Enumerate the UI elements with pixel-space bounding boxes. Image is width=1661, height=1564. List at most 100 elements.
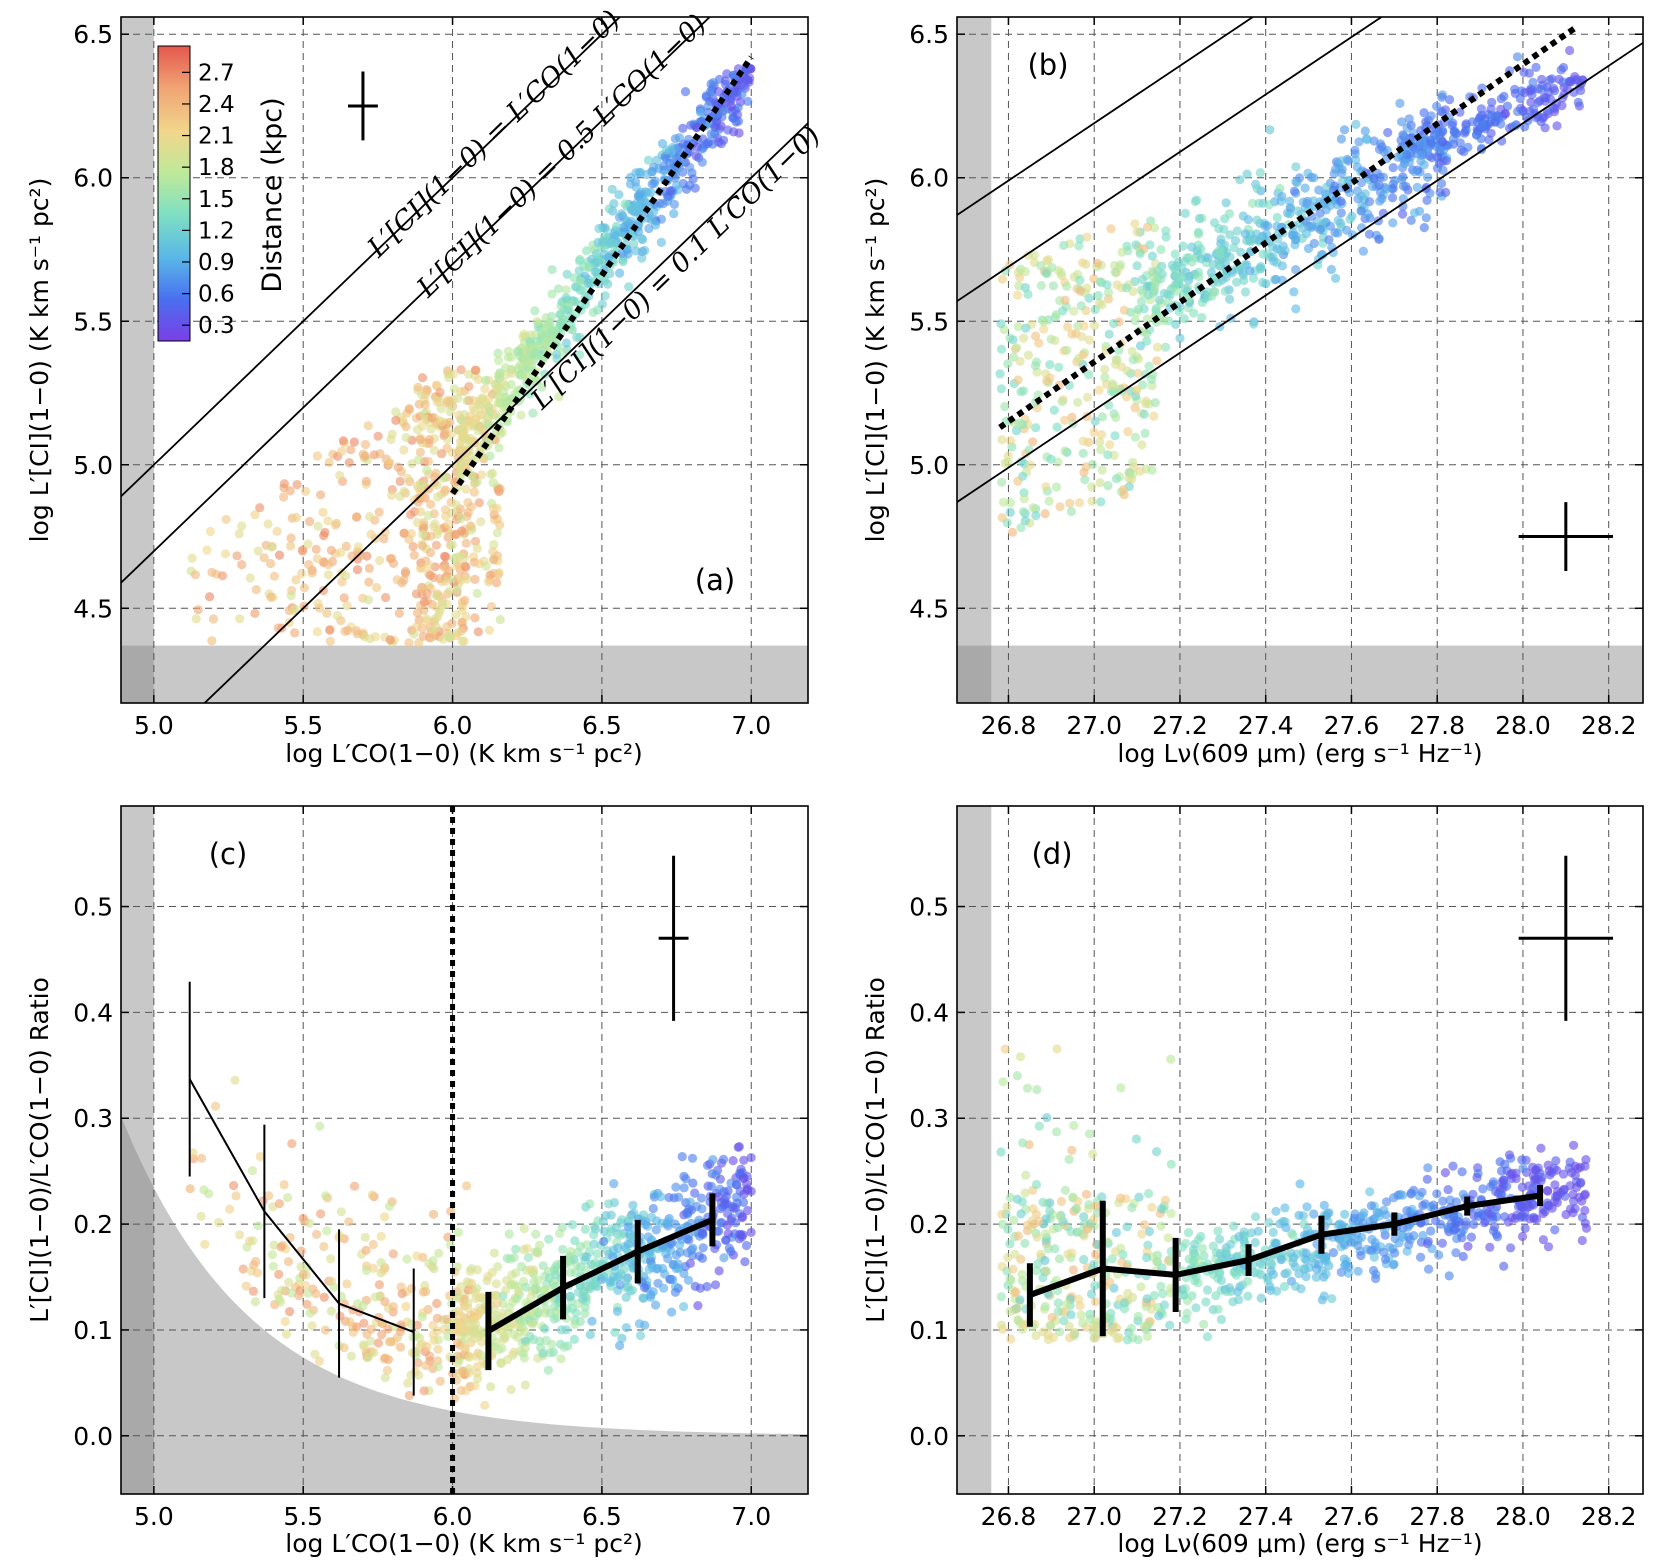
data-point <box>1506 1243 1516 1253</box>
data-point <box>417 1312 427 1322</box>
data-point <box>1285 203 1295 213</box>
data-point <box>481 375 491 385</box>
data-point <box>1172 286 1182 296</box>
data-point <box>444 519 454 529</box>
data-point <box>1525 1214 1535 1224</box>
data-point <box>480 1400 490 1410</box>
data-point <box>1068 1192 1078 1202</box>
data-point <box>1142 1294 1152 1304</box>
data-point <box>506 1385 516 1395</box>
data-point <box>1063 322 1073 332</box>
data-point <box>566 1246 576 1257</box>
data-point <box>1364 197 1375 207</box>
data-point <box>1105 1277 1115 1287</box>
data-point <box>428 1320 438 1330</box>
data-point <box>573 1287 584 1297</box>
data-point <box>250 608 260 619</box>
data-point <box>432 397 442 407</box>
data-point <box>1088 1149 1098 1159</box>
data-point <box>263 519 273 529</box>
data-point <box>459 636 469 646</box>
data-point <box>649 206 659 216</box>
data-point <box>1142 1331 1152 1341</box>
data-point <box>1531 62 1541 72</box>
data-point <box>1349 1213 1359 1224</box>
data-point <box>998 1077 1008 1087</box>
data-point <box>230 1075 240 1085</box>
data-point <box>1356 1251 1366 1261</box>
data-point <box>1064 1154 1074 1164</box>
data-point <box>279 492 289 502</box>
data-point <box>641 198 651 208</box>
data-point <box>1427 1244 1437 1254</box>
data-point <box>1081 1189 1092 1199</box>
data-point <box>1214 223 1224 234</box>
data-point <box>1075 275 1085 285</box>
data-point <box>1011 1287 1021 1297</box>
data-point <box>1478 1184 1488 1194</box>
data-point <box>1490 1222 1500 1232</box>
data-point <box>456 1282 466 1292</box>
data-point <box>268 1261 278 1271</box>
data-point <box>1389 1193 1399 1203</box>
data-point <box>1426 111 1436 121</box>
data-point <box>1032 1084 1042 1095</box>
data-point <box>594 223 604 234</box>
data-point <box>714 1226 724 1236</box>
data-point <box>671 1250 681 1260</box>
data-point <box>342 1279 352 1289</box>
data-point <box>202 545 212 555</box>
x-tick-label: 6.5 <box>582 1502 622 1531</box>
data-point <box>1340 1209 1350 1219</box>
data-point <box>1225 230 1235 240</box>
data-point <box>638 1293 648 1303</box>
data-point <box>407 1348 417 1358</box>
data-point <box>688 1178 698 1188</box>
data-point <box>343 625 353 636</box>
data-point <box>513 386 523 396</box>
data-point <box>561 285 571 295</box>
data-point <box>414 1333 425 1343</box>
data-point <box>615 268 625 278</box>
data-point <box>510 1280 520 1290</box>
data-point <box>488 547 498 557</box>
data-point <box>462 1181 472 1191</box>
data-point <box>253 546 263 556</box>
data-point <box>441 511 451 521</box>
y-tick-label: 5.5 <box>73 307 113 336</box>
data-point <box>339 1343 349 1353</box>
excluded-region-bottom <box>121 645 808 703</box>
data-point <box>235 614 245 624</box>
data-point <box>375 556 385 566</box>
data-point <box>1236 247 1246 257</box>
data-point <box>470 477 480 487</box>
data-point <box>543 1365 554 1375</box>
data-point <box>1356 206 1366 216</box>
data-point <box>520 1343 531 1353</box>
data-point <box>1000 458 1010 468</box>
data-point <box>1457 1167 1467 1177</box>
data-point <box>1399 131 1409 141</box>
data-point <box>1197 312 1207 323</box>
data-point <box>455 551 465 561</box>
data-point <box>1294 1210 1304 1220</box>
data-point <box>232 551 242 561</box>
data-point <box>511 1268 521 1278</box>
data-point <box>1012 290 1023 300</box>
data-point <box>466 521 476 531</box>
data-point <box>1291 177 1301 187</box>
data-point <box>1045 360 1055 370</box>
data-point <box>1543 1242 1554 1252</box>
data-point <box>1232 277 1242 287</box>
data-point <box>460 1334 470 1344</box>
data-point <box>425 1351 435 1361</box>
data-point <box>274 550 285 560</box>
data-point <box>635 189 645 199</box>
data-point <box>272 526 282 537</box>
y-axis-label: L′[CI](1−0)/L′CO(1−0) Ratio <box>25 977 54 1323</box>
data-point <box>626 205 636 215</box>
data-point <box>562 269 572 279</box>
data-point <box>1171 319 1181 329</box>
data-point <box>1406 215 1416 225</box>
data-point <box>1366 1245 1376 1256</box>
